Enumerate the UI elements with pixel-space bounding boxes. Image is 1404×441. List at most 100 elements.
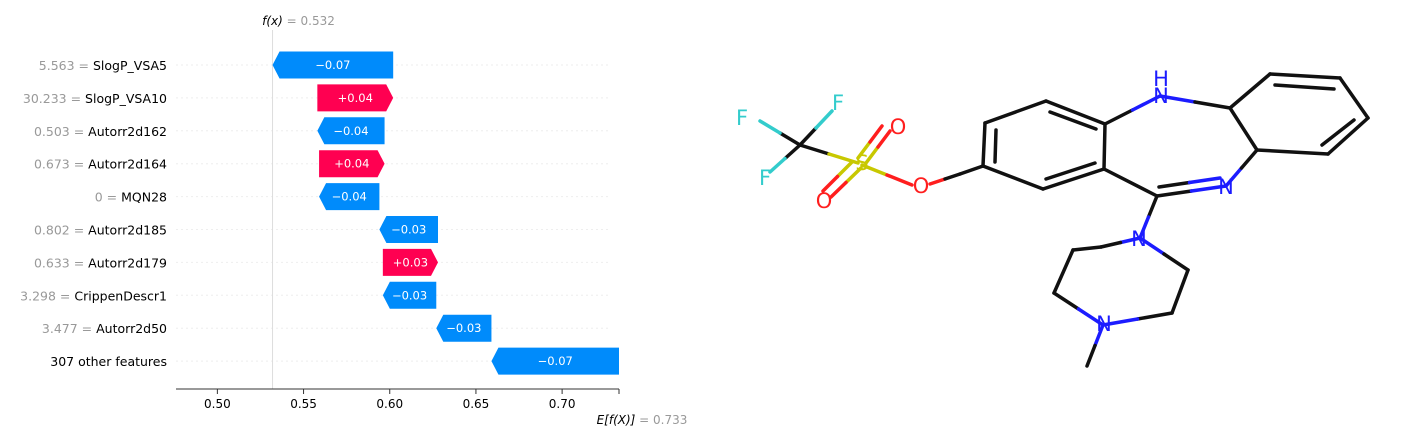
bond <box>1103 108 1135 126</box>
bar-value-label: −0.07 <box>315 58 350 72</box>
bond <box>993 128 998 164</box>
fluorine-atom: F <box>736 106 748 130</box>
bond <box>1099 240 1123 249</box>
expected-label-name: E[f(X)] <box>597 413 636 427</box>
nitrogen-atom: N <box>1218 175 1234 199</box>
feature-value: 0.673 = <box>34 157 88 172</box>
feature-bar <box>491 347 619 375</box>
hydrogen-label: H <box>1153 67 1169 91</box>
row-grid-lines <box>176 64 609 362</box>
bond <box>1135 311 1174 321</box>
oxygen-atom: O <box>816 189 833 213</box>
bond <box>1044 161 1097 181</box>
feature-bar <box>317 117 385 145</box>
feature-bar <box>272 51 394 79</box>
bond <box>864 145 880 165</box>
bond <box>876 129 892 149</box>
bond <box>1187 176 1222 185</box>
feature-label: 3.298 = CrippenDescr1 <box>20 288 167 303</box>
bond <box>928 177 947 186</box>
oxygen-atom: O <box>890 115 907 139</box>
bond <box>844 166 863 185</box>
feature-label: 30.233 = SlogP_VSA10 <box>23 91 167 106</box>
feature-value: 0.802 = <box>34 223 88 238</box>
feature-value: 30.233 = <box>23 91 85 106</box>
bond <box>1326 116 1370 156</box>
feature-name: Autorr2d185 <box>88 223 167 238</box>
feature-label: 0.503 = Autorr2d162 <box>34 124 167 139</box>
feature-bar <box>382 248 439 276</box>
feature-label: 0 = MQN28 <box>95 190 167 205</box>
feature-bar <box>317 84 394 112</box>
bond <box>1071 245 1103 252</box>
feature-label: 3.477 = Autorr2d50 <box>42 321 167 336</box>
fx-label-name: f(x) <box>262 14 283 28</box>
x-tick-label: 0.70 <box>549 397 576 411</box>
bond <box>1093 323 1105 348</box>
fx-value: 0.532 <box>301 14 335 28</box>
feature-bar <box>319 183 380 211</box>
feature-row-labels: 5.563 = SlogP_VSA5 30.233 = SlogP_VSA10 0.… <box>20 58 167 369</box>
bond <box>1102 167 1159 198</box>
feature-name: SlogP_VSA10 <box>85 91 167 106</box>
bar-value-label: −0.04 <box>332 190 367 204</box>
fluorine-atom: F <box>759 166 771 190</box>
x-axis-ticks: 0.50 0.55 0.60 0.65 0.70 <box>204 389 620 411</box>
bond <box>981 164 1045 191</box>
fx-equals: = <box>283 14 301 28</box>
feature-value: 3.298 = <box>20 288 74 303</box>
feature-name: Autorr2d162 <box>88 124 167 139</box>
bond <box>1224 166 1244 188</box>
bond <box>1052 248 1075 295</box>
bond <box>1170 268 1190 315</box>
bond <box>1189 184 1228 193</box>
bond <box>1228 106 1259 152</box>
bond <box>821 174 840 193</box>
bond <box>1228 72 1272 110</box>
x-tick-label: 0.50 <box>204 397 231 411</box>
x-tick-label: 0.60 <box>376 397 403 411</box>
feature-name: CrippenDescr1 <box>74 288 167 303</box>
expected-value: 0.733 <box>653 413 687 427</box>
bond <box>768 156 787 174</box>
bond <box>1157 180 1192 189</box>
bond <box>1158 94 1197 104</box>
feature-name: Autorr2d50 <box>96 321 167 336</box>
feature-bar <box>379 216 439 243</box>
x-tick-label: 0.65 <box>463 397 490 411</box>
feature-value: 0.503 = <box>34 124 88 139</box>
feature-value: 5.563 = <box>39 58 93 73</box>
bond <box>829 180 848 199</box>
bond <box>1130 94 1162 112</box>
bond <box>958 164 985 176</box>
bond <box>1138 215 1151 240</box>
fluorine-atom: F <box>832 91 844 115</box>
feature-bars: −0.07 +0.04 −0.04 +0.04 −0.04 −0.03 +0.03 −0.03… <box>272 51 619 375</box>
bond <box>860 163 889 177</box>
bond <box>1044 99 1107 126</box>
feature-bar <box>382 281 437 309</box>
bond <box>1320 118 1356 147</box>
shap-waterfall-chart: −0.07 +0.04 −0.04 +0.04 −0.04 −0.03 +0.03 −0.03… <box>20 14 687 427</box>
feature-bar <box>436 314 492 342</box>
bond <box>835 160 854 179</box>
molecule-bonds <box>758 72 1370 368</box>
feature-bar <box>319 150 385 178</box>
bond <box>885 173 914 187</box>
bond <box>1162 252 1190 272</box>
nitrogen-atom: N <box>1096 312 1112 336</box>
bond <box>1193 100 1232 110</box>
feature-name: 307 other features <box>50 354 167 369</box>
bond <box>1041 167 1106 191</box>
bar-value-label: −0.03 <box>446 321 481 335</box>
bond <box>758 119 782 135</box>
bond <box>1102 122 1107 171</box>
bond <box>856 140 872 160</box>
bar-value-label: −0.03 <box>391 223 426 237</box>
bar-value-label: +0.03 <box>393 255 428 269</box>
bar-value-label: +0.04 <box>334 157 369 171</box>
bar-value-label: −0.04 <box>333 124 368 138</box>
feature-name: Autorr2d179 <box>88 255 167 270</box>
bond <box>983 99 1048 125</box>
